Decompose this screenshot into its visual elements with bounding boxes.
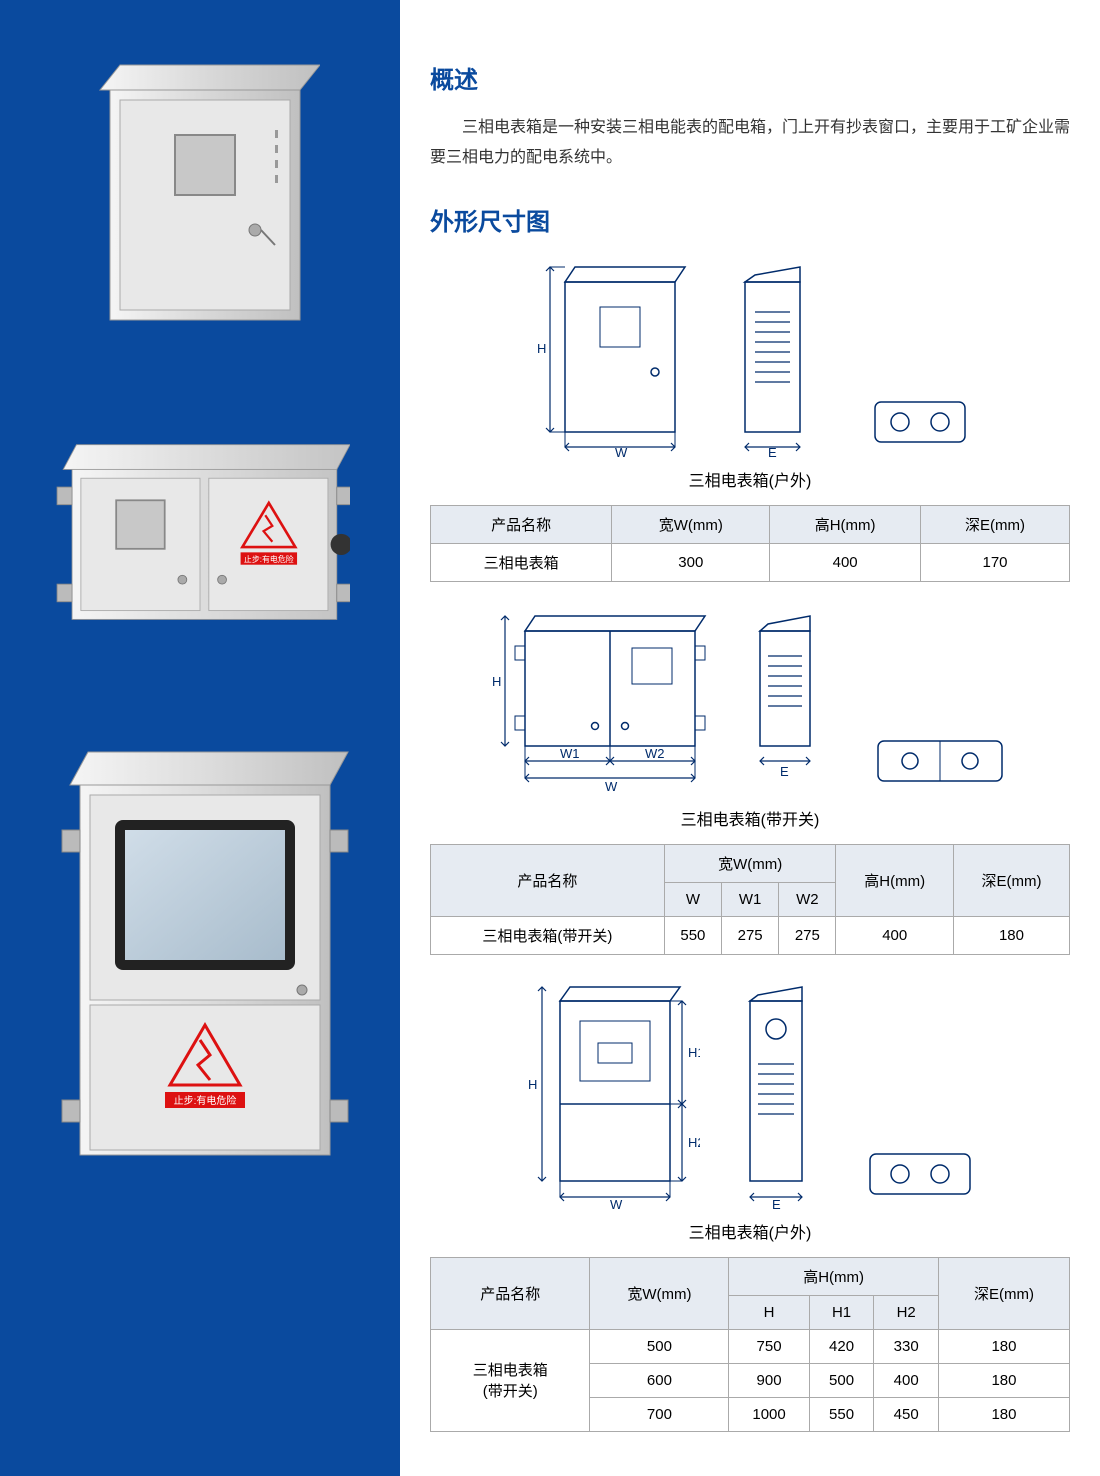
- t3-r0c3: 330: [874, 1329, 939, 1363]
- spec-table-3: 产品名称 宽W(mm) 高H(mm) 深E(mm) H H1 H2 三相电表箱 …: [430, 1257, 1070, 1432]
- product-photo-3: 止步:有电危险: [50, 740, 350, 1180]
- t3-name-h: 产品名称: [431, 1257, 590, 1329]
- t2-r0c3: 275: [779, 916, 836, 954]
- t3-r1c1: 900: [729, 1363, 809, 1397]
- t2-h: 高H(mm): [836, 844, 953, 916]
- t3-H1: H1: [809, 1295, 874, 1329]
- t2-w1: W1: [722, 882, 779, 916]
- t2-r0c1: 550: [664, 916, 721, 954]
- svg-text:E: E: [780, 764, 789, 779]
- t3-e: 深E(mm): [938, 1257, 1069, 1329]
- svg-text:W1: W1: [560, 746, 580, 761]
- t3-r2c1: 1000: [729, 1397, 809, 1431]
- diagram-block-3: H H1 H2 W: [430, 979, 1070, 1209]
- t2-w: W: [664, 882, 721, 916]
- spec-table-1: 产品名称 宽W(mm) 高H(mm) 深E(mm) 三相电表箱 300 400 …: [430, 505, 1070, 582]
- caption-2: 三相电表箱(带开关): [430, 806, 1070, 830]
- svg-text:H2: H2: [688, 1135, 700, 1150]
- product-photo-2: 止步:有电危险: [50, 420, 350, 660]
- t1-h2: 高H(mm): [770, 505, 921, 543]
- t2-e: 深E(mm): [953, 844, 1069, 916]
- t2-r0c0: 三相电表箱(带开关): [431, 916, 665, 954]
- t3-r1c2: 500: [809, 1363, 874, 1397]
- svg-text:E: E: [768, 445, 777, 457]
- t3-r0c4: 180: [938, 1329, 1069, 1363]
- t2-r0c4: 400: [836, 916, 953, 954]
- t3-r0c0: 500: [590, 1329, 729, 1363]
- svg-text:W: W: [615, 445, 628, 457]
- t1-r0c3: 170: [921, 543, 1070, 581]
- overview-title: 概述: [430, 60, 1070, 95]
- content-column: 概述 三相电表箱是一种安装三相电能表的配电箱，门上开有抄表窗口，主要用于工矿企业…: [400, 0, 1100, 1476]
- dimensions-title: 外形尺寸图: [430, 202, 1070, 237]
- t3-r2c4: 180: [938, 1397, 1069, 1431]
- svg-text:W: W: [605, 779, 618, 794]
- diagram-block-2: H W1 W2 W: [430, 606, 1070, 796]
- t2-r0c2: 275: [722, 916, 779, 954]
- t3-hgroup: 高H(mm): [729, 1257, 939, 1295]
- svg-text:H: H: [537, 341, 546, 356]
- t3-r1c0: 600: [590, 1363, 729, 1397]
- danger-label-3: 止步:有电危险: [174, 1094, 237, 1107]
- svg-text:E: E: [772, 1197, 781, 1209]
- t1-h3: 深E(mm): [921, 505, 1070, 543]
- t3-r2c3: 450: [874, 1397, 939, 1431]
- caption-3: 三相电表箱(户外): [430, 1219, 1070, 1243]
- product-photo-column: 止步:有电危险: [0, 0, 400, 1476]
- spec-table-2: 产品名称 宽W(mm) 高H(mm) 深E(mm) W W1 W2 三相电表箱(…: [430, 844, 1070, 955]
- t3-r1c3: 400: [874, 1363, 939, 1397]
- t1-r0c2: 400: [770, 543, 921, 581]
- svg-text:H: H: [528, 1077, 537, 1092]
- t1-r0c1: 300: [612, 543, 770, 581]
- t3-r0c1: 750: [729, 1329, 809, 1363]
- t3-r1c4: 180: [938, 1363, 1069, 1397]
- svg-text:W2: W2: [645, 746, 665, 761]
- t3-H2: H2: [874, 1295, 939, 1329]
- svg-text:H1: H1: [688, 1045, 700, 1060]
- t3-r0c2: 420: [809, 1329, 874, 1363]
- t3-r2c2: 550: [809, 1397, 874, 1431]
- caption-1: 三相电表箱(户外): [430, 467, 1070, 491]
- t1-r0c0: 三相电表箱: [431, 543, 612, 581]
- t2-wgroup: 宽W(mm): [664, 844, 836, 882]
- t2-r0c5: 180: [953, 916, 1069, 954]
- t1-h1: 宽W(mm): [612, 505, 770, 543]
- t3-r2c0: 700: [590, 1397, 729, 1431]
- t3-w: 宽W(mm): [590, 1257, 729, 1329]
- danger-label-2: 止步:有电危险: [244, 554, 294, 564]
- svg-text:H: H: [492, 674, 501, 689]
- svg-text:W: W: [610, 1197, 623, 1209]
- diagram-block-1: H W E: [430, 257, 1070, 457]
- t2-w2: W2: [779, 882, 836, 916]
- t2-name: 产品名称: [431, 844, 665, 916]
- t1-h0: 产品名称: [431, 505, 612, 543]
- overview-text: 三相电表箱是一种安装三相电能表的配电箱，门上开有抄表窗口，主要用于工矿企业需要三…: [430, 113, 1070, 174]
- t3-namecell: 三相电表箱 (带开关): [431, 1329, 590, 1431]
- t3-H: H: [729, 1295, 809, 1329]
- product-photo-1: [50, 50, 350, 340]
